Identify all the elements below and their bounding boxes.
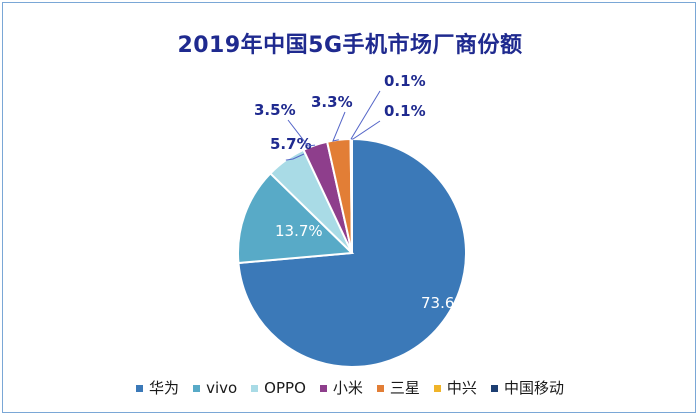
- legend-label-0: 华为: [149, 379, 180, 397]
- legend-swatch-4: [376, 385, 384, 392]
- data-label-2: 5.7%: [270, 135, 312, 153]
- data-label-5: 0.1%: [384, 72, 426, 90]
- data-label-6: 0.1%: [384, 102, 426, 120]
- legend-label-3: 小米: [332, 379, 363, 397]
- data-label-4: 3.3%: [311, 93, 353, 111]
- leader-line-6: [351, 120, 381, 140]
- legend-swatch-5: [433, 385, 441, 392]
- legend-swatch-0: [136, 385, 144, 392]
- leader-line-4: [332, 111, 346, 142]
- data-label-1: 13.7%: [275, 222, 323, 240]
- legend-item-5: 中兴: [433, 377, 477, 398]
- chart-title: 2019年中国5G手机市场厂商份额: [177, 33, 523, 58]
- legend-item-6: 中国移动: [490, 377, 564, 398]
- leader-line-2: [285, 153, 305, 161]
- pie-slice-1: [237, 171, 355, 265]
- pie-chart: 73.6% 13.7% 5.7% 3.5% 3.3% 0.1% 0.1%: [237, 72, 469, 368]
- legend-label-6: 中国移动: [503, 379, 564, 397]
- legend-item-3: 小米: [319, 377, 363, 398]
- legend-label-1: vivo: [206, 379, 238, 397]
- legend-item-4: 三星: [376, 377, 420, 398]
- legend-swatch-2: [251, 385, 259, 392]
- chart-legend: 华为 vivo OPPO 小米 三星 中兴 中国移动: [3, 377, 697, 398]
- legend-item-0: 华为: [136, 377, 179, 398]
- legend-item-1: vivo: [193, 379, 237, 397]
- legend-item-2: OPPO: [251, 379, 306, 397]
- leader-line-3: [287, 119, 316, 147]
- legend-swatch-3: [319, 385, 327, 392]
- leader-line-5: [350, 90, 381, 140]
- legend-label-4: 三星: [389, 379, 420, 397]
- legend-swatch-1: [193, 385, 201, 392]
- pie-slices: [237, 137, 467, 368]
- legend-label-5: 中兴: [446, 379, 477, 397]
- pie-slice-6: [350, 137, 353, 254]
- legend-swatch-6: [490, 385, 498, 392]
- data-label-0: 73.6%: [421, 294, 469, 312]
- legend-label-2: OPPO: [264, 379, 306, 397]
- data-label-3: 3.5%: [254, 101, 296, 119]
- chart-frame: 2019年中国5G手机市场厂商份额 73.6% 13.7% 5.7% 3.5% 3.3%…: [2, 2, 696, 413]
